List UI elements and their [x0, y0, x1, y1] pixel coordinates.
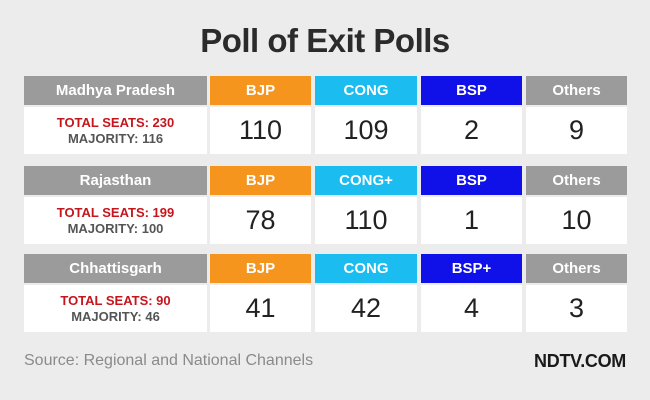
party-label-bjp: BJP: [210, 166, 311, 195]
state-seat-info: TOTAL SEATS: 90 MAJORITY: 46: [24, 285, 207, 332]
state-seat-info: TOTAL SEATS: 230 MAJORITY: 116: [24, 107, 207, 154]
party-label-bjp: BJP: [210, 254, 311, 283]
seat-count-cong: 110: [315, 197, 417, 244]
state-block-chhattisgarh: Chhattisgarh BJP CONG BSP+ Others TOTAL …: [24, 254, 627, 332]
state-block-rajasthan: Rajasthan BJP CONG+ BSP Others TOTAL SEA…: [24, 166, 627, 244]
total-seats: TOTAL SEATS: 199: [56, 204, 175, 220]
party-label-cong: CONG: [315, 76, 417, 105]
party-label-others: Others: [526, 76, 627, 105]
state-seat-info: TOTAL SEATS: 199 MAJORITY: 100: [24, 197, 207, 244]
party-label-bjp: BJP: [210, 76, 311, 105]
source-note: Source: Regional and National Channels: [24, 352, 314, 369]
total-seats: TOTAL SEATS: 230: [56, 114, 175, 130]
seat-count-others: 10: [526, 197, 627, 244]
seat-count-bsp: 1: [421, 197, 522, 244]
state-name: Chhattisgarh: [24, 254, 207, 283]
party-label-bsp: BSP: [421, 76, 522, 105]
seat-count-bjp: 78: [210, 197, 311, 244]
party-label-bsp: BSP: [421, 166, 522, 195]
seat-count-others: 9: [526, 107, 627, 154]
total-seats: TOTAL SEATS: 90: [60, 292, 171, 308]
ndtv-logo: NDTV.COM: [534, 351, 626, 371]
state-name: Rajasthan: [24, 166, 207, 195]
majority: MAJORITY: 100: [67, 220, 164, 236]
state-name: Madhya Pradesh: [24, 76, 207, 105]
seat-count-cong: 42: [315, 285, 417, 332]
seat-count-others: 3: [526, 285, 627, 332]
seat-count-bjp: 110: [210, 107, 311, 154]
party-label-others: Others: [526, 166, 627, 195]
party-label-others: Others: [526, 254, 627, 283]
majority: MAJORITY: 46: [71, 308, 160, 324]
page-title: Poll of Exit Polls: [200, 22, 450, 59]
seat-count-cong: 109: [315, 107, 417, 154]
state-block-madhya-pradesh: Madhya Pradesh BJP CONG BSP Others TOTAL…: [24, 76, 627, 154]
party-label-cong: CONG: [315, 254, 417, 283]
seat-count-bjp: 41: [210, 285, 311, 332]
majority: MAJORITY: 116: [67, 130, 164, 146]
seat-count-bsp: 4: [421, 285, 522, 332]
party-label-bsp: BSP+: [421, 254, 522, 283]
party-label-cong: CONG+: [315, 166, 417, 195]
seat-count-bsp: 2: [421, 107, 522, 154]
